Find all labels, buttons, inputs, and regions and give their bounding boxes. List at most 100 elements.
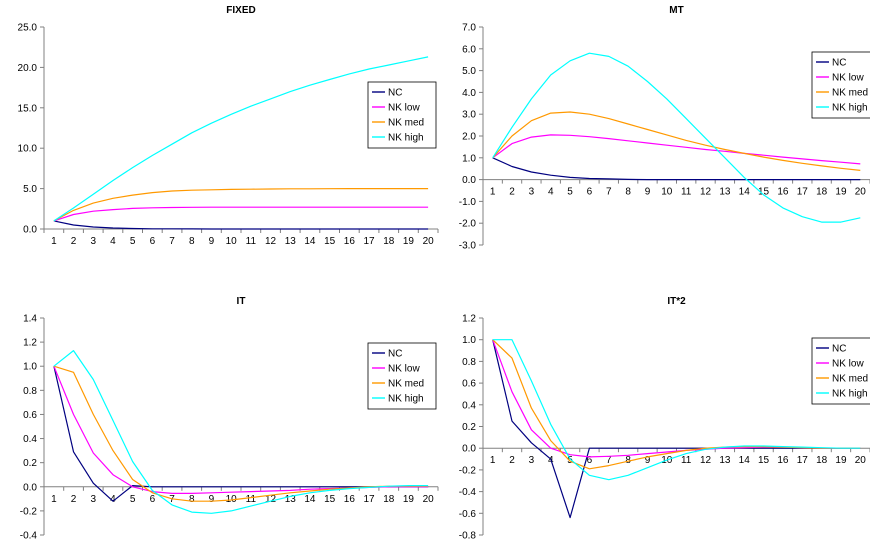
y-tick-label: 0.2: [462, 422, 476, 433]
x-tick-label: 17: [797, 187, 809, 198]
legend-label: NK high: [832, 389, 868, 400]
y-tick-label: -0.4: [20, 531, 38, 542]
y-tick-label: 0.0: [23, 482, 37, 493]
y-tick-label: -0.4: [459, 487, 477, 498]
y-tick-label: 1.0: [462, 153, 476, 164]
x-tick-label: 11: [246, 494, 257, 505]
chart-2: IT-0.4-0.20.00.20.40.60.81.01.21.41 2 3 4 5 6…: [20, 296, 439, 542]
y-tick-label: 0.6: [462, 379, 476, 390]
x-tick-label: 1: [51, 236, 57, 247]
x-tick-label: 2: [71, 494, 77, 505]
x-tick-label: 18: [816, 187, 828, 198]
x-tick-label: 4: [110, 494, 116, 505]
legend-label: NK med: [388, 118, 424, 129]
x-tick-label: 12: [265, 494, 277, 505]
x-tick-label: 10: [661, 455, 673, 466]
legend-label: NC: [388, 349, 402, 360]
series-line-nk-low: [492, 339, 861, 458]
y-tick-label: 1.2: [23, 338, 37, 349]
legend-label: NC: [832, 58, 846, 69]
x-tick-label: 6: [150, 494, 156, 505]
legend-label: NK high: [388, 394, 424, 405]
x-tick-label: 16: [344, 236, 356, 247]
legend-label: NK med: [388, 379, 424, 390]
x-tick-label: 13: [719, 187, 731, 198]
series-line-nk-med: [53, 188, 429, 222]
x-tick-label: 2: [509, 455, 515, 466]
series-line-nc: [492, 339, 861, 519]
x-tick-label: 2: [71, 236, 77, 247]
x-tick-label: 11: [246, 236, 257, 247]
legend-label: NK low: [388, 103, 420, 114]
y-tick-label: 1.0: [462, 335, 476, 346]
x-tick-label: 13: [719, 455, 731, 466]
x-tick-label: 5: [130, 236, 136, 247]
x-tick-label: 18: [383, 494, 395, 505]
x-tick-label: 7: [606, 455, 612, 466]
y-tick-label: 10.0: [18, 144, 38, 155]
x-tick-label: 8: [189, 494, 195, 505]
chart-title: IT: [237, 296, 246, 307]
legend-label: NK low: [832, 73, 864, 84]
x-tick-label: 20: [423, 494, 435, 505]
x-tick-label: 20: [855, 187, 867, 198]
series-line-nc: [53, 220, 429, 230]
x-tick-label: 7: [606, 187, 612, 198]
y-tick-label: -3.0: [459, 241, 477, 252]
chart-title: MT: [669, 5, 683, 16]
x-tick-label: 15: [324, 236, 336, 247]
y-tick-label: 6.0: [462, 44, 476, 55]
y-tick-label: 0.0: [462, 175, 476, 186]
y-tick-label: 5.0: [462, 66, 476, 77]
x-tick-label: 1: [51, 494, 57, 505]
y-tick-label: 1.0: [23, 362, 37, 373]
x-tick-label: 17: [363, 236, 375, 247]
x-tick-label: 14: [304, 236, 316, 247]
x-tick-label: 8: [625, 187, 631, 198]
x-tick-label: 8: [189, 236, 195, 247]
y-tick-label: -2.0: [459, 219, 477, 230]
chart-3: IT*2 -0.8 -0.6 -0.4 -0.2 0.0 0.2 0.4 0.6 0.8 1.0 1.…: [459, 296, 870, 542]
x-tick-label: 18: [816, 455, 828, 466]
x-tick-label: 5: [130, 494, 136, 505]
y-tick-label: 0.8: [23, 386, 37, 397]
y-tick-label: 0.8: [462, 357, 476, 368]
series-line-nk-high: [53, 56, 429, 222]
y-tick-label: 7.0: [462, 23, 476, 34]
y-tick-label: -1.0: [459, 197, 477, 208]
x-tick-label: 10: [661, 187, 673, 198]
x-tick-label: 7: [169, 236, 175, 247]
x-tick-label: 9: [645, 455, 651, 466]
x-tick-label: 16: [344, 494, 356, 505]
x-tick-label: 14: [739, 187, 751, 198]
x-tick-label: 12: [265, 236, 277, 247]
series-line-nk-med: [492, 111, 861, 171]
x-tick-label: 10: [226, 236, 238, 247]
x-tick-label: 16: [777, 455, 789, 466]
x-tick-label: 13: [285, 494, 297, 505]
x-tick-label: 15: [758, 187, 770, 198]
x-tick-label: 4: [110, 236, 116, 247]
chart-1: MT-3.0-2.0-1.00.01.02.03.04.05.06.07.01 2…: [459, 5, 870, 252]
x-tick-label: 2: [509, 187, 515, 198]
y-tick-label: -0.2: [20, 506, 38, 517]
x-tick-label: 20: [855, 455, 867, 466]
y-tick-label: 5.0: [23, 184, 37, 195]
x-tick-label: 15: [758, 455, 770, 466]
series-line-nc: [492, 157, 861, 181]
x-tick-label: 14: [739, 455, 751, 466]
x-tick-label: 18: [383, 236, 395, 247]
y-tick-label: 0.0: [23, 225, 37, 236]
x-tick-label: 3: [529, 455, 535, 466]
x-tick-label: 19: [403, 236, 415, 247]
x-tick-label: 9: [209, 236, 215, 247]
x-tick-label: 19: [835, 455, 847, 466]
legend-label: NC: [832, 344, 846, 355]
y-tick-label: -0.6: [459, 509, 477, 520]
legend-label: NK low: [388, 364, 420, 375]
legend-label: NC: [388, 88, 402, 99]
x-tick-label: 1: [490, 187, 496, 198]
x-tick-label: 17: [797, 455, 809, 466]
x-tick-label: 11: [681, 187, 692, 198]
